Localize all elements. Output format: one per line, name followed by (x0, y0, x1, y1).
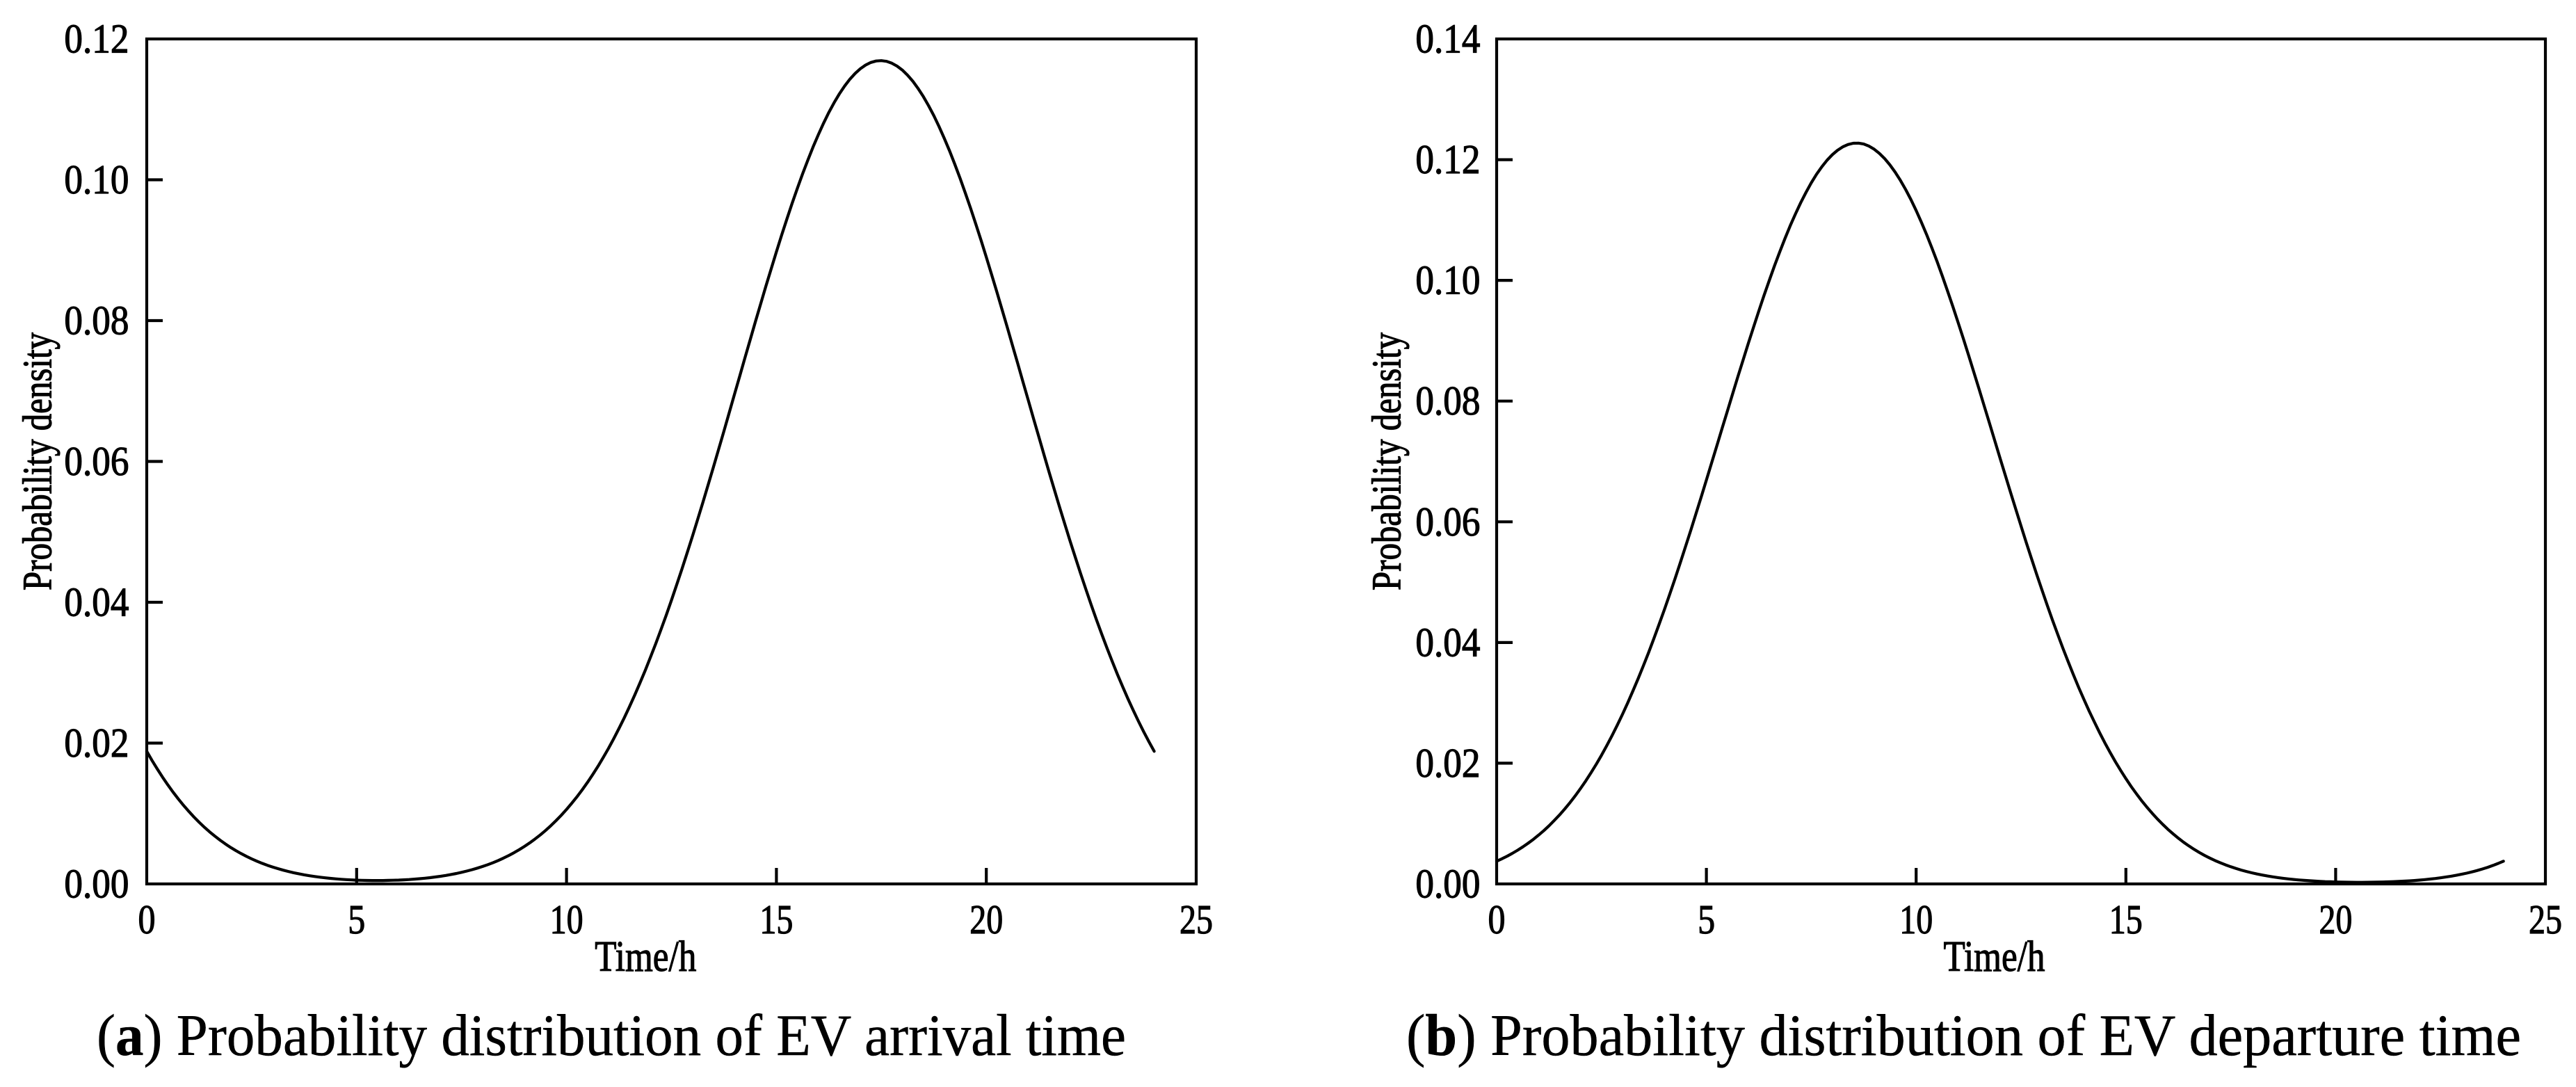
svg-text:20: 20 (2319, 896, 2352, 942)
svg-text:0.04: 0.04 (64, 579, 129, 625)
svg-text:0.02: 0.02 (1415, 740, 1480, 786)
svg-text:0.10: 0.10 (1415, 257, 1480, 303)
svg-text:Time/h: Time/h (1944, 933, 2045, 981)
svg-text:0.06: 0.06 (64, 438, 129, 484)
svg-text:25: 25 (2529, 896, 2562, 942)
svg-text:5: 5 (1698, 896, 1715, 942)
svg-text:0: 0 (138, 896, 156, 942)
svg-text:20: 20 (969, 896, 1003, 942)
svg-text:0.06: 0.06 (1415, 499, 1480, 545)
svg-text:Probability density: Probability density (1364, 332, 1410, 590)
svg-text:0.00: 0.00 (1415, 861, 1480, 907)
svg-text:0.08: 0.08 (1415, 378, 1480, 424)
svg-text:15: 15 (759, 896, 793, 942)
svg-text:0.12: 0.12 (1415, 136, 1480, 182)
svg-text:(b) Probability distribution o: (b) Probability distribution of EV depar… (1406, 1003, 2521, 1068)
svg-text:0.04: 0.04 (1415, 619, 1480, 665)
svg-text:10: 10 (1899, 896, 1933, 942)
svg-text:15: 15 (2109, 896, 2143, 942)
svg-text:0.10: 0.10 (64, 156, 129, 202)
svg-text:0.00: 0.00 (64, 861, 129, 907)
svg-text:10: 10 (550, 896, 583, 942)
svg-text:25: 25 (1180, 896, 1213, 942)
svg-text:Time/h: Time/h (595, 933, 696, 981)
svg-text:0: 0 (1488, 896, 1506, 942)
svg-text:Probability density: Probability density (15, 332, 61, 590)
svg-text:0.08: 0.08 (64, 298, 129, 344)
svg-text:5: 5 (348, 896, 365, 942)
svg-text:0.12: 0.12 (64, 16, 129, 62)
svg-text:0.14: 0.14 (1415, 16, 1480, 62)
svg-text:(a) Probability distribution o: (a) Probability distribution of EV arriv… (97, 1003, 1126, 1068)
svg-text:0.02: 0.02 (64, 720, 129, 766)
